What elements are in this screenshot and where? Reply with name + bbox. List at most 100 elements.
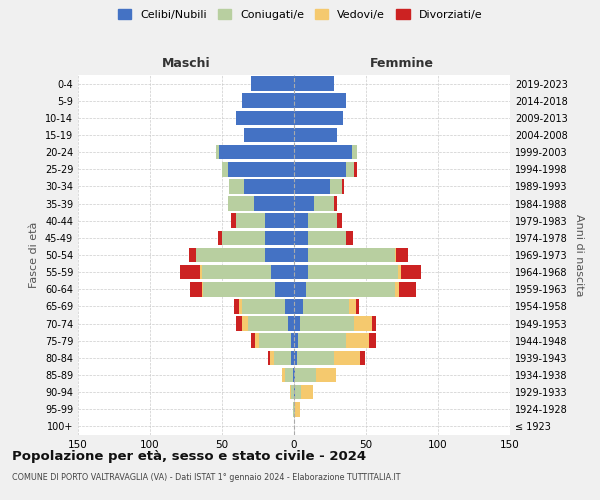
Bar [334,350,360,365]
Bar [216,145,219,160]
Bar [398,265,401,280]
Bar [236,316,242,331]
Bar [244,128,294,142]
Bar [180,265,200,280]
Bar [286,299,294,314]
Bar [305,282,395,296]
Bar [295,368,316,382]
Bar [202,265,271,280]
Bar [271,265,294,280]
Bar [294,214,308,228]
Bar [291,385,294,400]
Bar [233,299,239,314]
Bar [294,110,343,125]
Bar [236,214,265,228]
Bar [294,196,314,211]
Bar [355,162,358,176]
Text: Femmine: Femmine [370,57,434,70]
Bar [291,350,294,365]
Bar [255,334,259,348]
Bar [294,248,308,262]
Bar [274,350,291,365]
Bar [248,316,288,331]
Bar [293,368,294,382]
Bar [251,76,294,91]
Bar [294,316,300,331]
Bar [222,230,265,245]
Bar [300,316,355,331]
Bar [230,214,236,228]
Legend: Celibi/Nubili, Coniugati/e, Vedovi/e, Divorziati/e: Celibi/Nubili, Coniugati/e, Vedovi/e, Di… [115,6,485,23]
Bar [294,162,346,176]
Bar [265,214,294,228]
Bar [244,179,294,194]
Bar [369,334,376,348]
Bar [360,350,365,365]
Bar [294,334,298,348]
Bar [293,402,294,416]
Bar [294,368,295,382]
Bar [295,385,301,400]
Bar [229,179,244,194]
Bar [228,162,294,176]
Bar [286,368,293,382]
Bar [295,402,300,416]
Bar [301,385,313,400]
Bar [349,299,356,314]
Bar [294,230,308,245]
Bar [228,196,254,211]
Bar [298,334,346,348]
Bar [288,316,294,331]
Bar [302,299,349,314]
Bar [200,265,202,280]
Bar [352,145,358,160]
Bar [265,230,294,245]
Bar [294,128,337,142]
Bar [189,248,196,262]
Bar [294,282,305,296]
Bar [337,214,341,228]
Bar [308,248,395,262]
Bar [330,179,341,194]
Bar [196,248,265,262]
Bar [346,230,353,245]
Y-axis label: Anni di nascita: Anni di nascita [574,214,584,296]
Bar [334,196,337,211]
Bar [294,265,308,280]
Bar [203,282,275,296]
Bar [219,145,294,160]
Bar [395,248,396,262]
Bar [346,162,355,176]
Bar [401,265,421,280]
Bar [294,350,297,365]
Bar [294,145,352,160]
Bar [251,334,255,348]
Bar [346,334,369,348]
Bar [355,316,372,331]
Bar [399,282,416,296]
Bar [308,230,346,245]
Bar [294,76,334,91]
Bar [239,299,242,314]
Bar [294,402,295,416]
Y-axis label: Fasce di età: Fasce di età [29,222,39,288]
Bar [294,385,295,400]
Bar [242,94,294,108]
Bar [294,94,346,108]
Bar [297,350,334,365]
Bar [259,334,291,348]
Bar [372,316,376,331]
Bar [254,196,294,211]
Text: Maschi: Maschi [161,57,211,70]
Bar [396,248,408,262]
Bar [291,334,294,348]
Bar [294,299,302,314]
Bar [395,282,399,296]
Bar [316,368,336,382]
Bar [314,196,334,211]
Bar [308,214,337,228]
Bar [269,350,274,365]
Bar [294,179,330,194]
Text: COMUNE DI PORTO VALTRAVAGLIA (VA) - Dati ISTAT 1° gennaio 2024 - Elaborazione TU: COMUNE DI PORTO VALTRAVAGLIA (VA) - Dati… [12,472,401,482]
Bar [283,368,286,382]
